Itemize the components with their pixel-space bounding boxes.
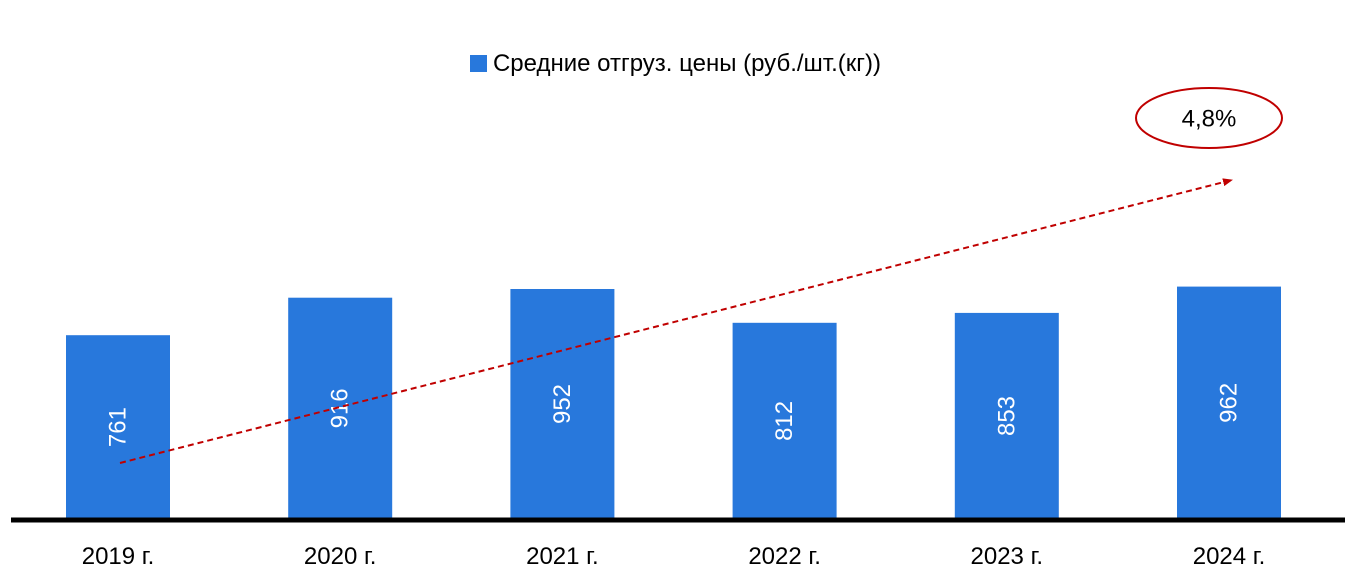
bar (288, 297, 393, 519)
legend-label: Средние отгруз. цены (руб./шт.(кг)) (492, 50, 882, 77)
bar (66, 335, 170, 519)
bar (510, 289, 615, 519)
bar-value-label: 761 (105, 407, 132, 447)
bar (732, 322, 837, 519)
bar-value-label: 812 (771, 401, 798, 441)
bar-value-label: 962 (1216, 383, 1243, 423)
bar (1177, 286, 1281, 519)
bar-value-label: 952 (549, 384, 576, 424)
trend-arrow (119, 178, 1233, 464)
x-tick-label: 2024 г. (1193, 543, 1266, 570)
bar-value-label: 916 (327, 388, 354, 428)
growth-annotation-label: 4,8% (1182, 106, 1237, 133)
legend-swatch (469, 55, 487, 72)
growth-annotation-ellipse (1135, 87, 1283, 149)
chart-legend: Средние отгруз. цены (руб./шт.(кг)) (0, 49, 1351, 79)
bar (954, 312, 1059, 519)
x-tick-label: 2022 г. (748, 543, 821, 570)
bar-value-label: 853 (993, 396, 1020, 436)
x-tick-label: 2021 г. (526, 543, 599, 570)
x-tick-label: 2019 г. (82, 543, 155, 570)
x-tick-label: 2020 г. (304, 543, 377, 570)
x-tick-label: 2023 г. (971, 543, 1044, 570)
